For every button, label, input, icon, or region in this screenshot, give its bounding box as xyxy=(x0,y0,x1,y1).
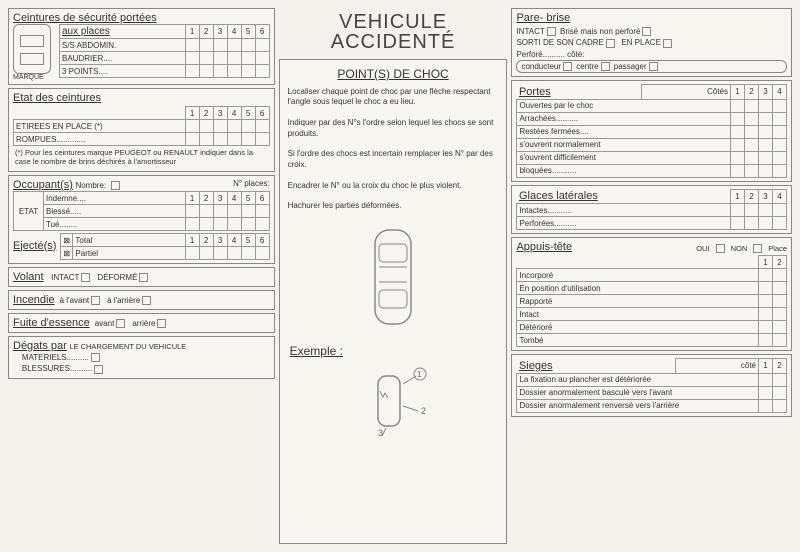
sieges-table: Sieges côté 12 La fixation au plancher e… xyxy=(516,358,787,413)
ceintures-table: aux places 1 2 3 4 5 6 S/S ABDOMIN. BAUD… xyxy=(59,24,270,78)
portes-section: Portes Côtés 1234 Ouvertes par le choc A… xyxy=(511,80,792,182)
etat-footnote: (*) Pour les ceintures marque PEUGEOT ou… xyxy=(13,146,270,168)
exemple-title: Exemple : xyxy=(290,344,503,358)
ceintures-section: Ceintures de sécurité portées MARQUE aux… xyxy=(8,8,275,85)
places-label: aux places xyxy=(60,25,186,39)
points-choc-section: POINT(S) DE CHOC Localiser chaque point … xyxy=(279,59,508,544)
example-icon: 1 2 3 xyxy=(284,362,503,440)
ceintures-title: Ceintures de sécurité portées xyxy=(13,12,270,24)
svg-text:2: 2 xyxy=(421,406,426,416)
sieges-section: Sieges côté 12 La fixation au plancher e… xyxy=(511,354,792,417)
points-title: POINT(S) DE CHOC xyxy=(284,67,503,81)
occupants-section: Occupant(s) Nombre: N° places: ETAT Inde… xyxy=(8,175,275,264)
occupants-table: ETAT Indemne.... 123456 Blessé..... Tué.… xyxy=(13,191,270,231)
svg-text:1: 1 xyxy=(417,370,422,379)
car-top-icon xyxy=(284,214,503,340)
glaces-table: Glaces latérales 1234 Intactes..........… xyxy=(516,189,787,231)
appuis-section: Appuis-tête OUI NON Place 12 Incorporé E… xyxy=(511,237,792,351)
etat-table: 1 2 3 4 5 6 ETIREES EN PLACE (*) ROMPUES… xyxy=(13,106,270,146)
main-title: VEHICULE ACCIDENTÉ xyxy=(279,8,508,56)
parebrise-section: Pare- brise INTACT Brisé mais non perfor… xyxy=(511,8,792,77)
etat-title: Etat des ceintures xyxy=(13,92,270,104)
svg-text:3: 3 xyxy=(378,428,383,436)
ejecte-table: ⊠Total 123456 ⊠Partiel xyxy=(60,233,269,260)
seatbelt-icon-wrap: MARQUE xyxy=(13,24,55,81)
marque-label: MARQUE xyxy=(13,74,55,81)
glaces-section: Glaces latérales 1234 Intactes..........… xyxy=(511,185,792,235)
etat-ceintures-section: Etat des ceintures 1 2 3 4 5 6 ETIREES E… xyxy=(8,88,275,172)
incendie-section: Incendie à l'avant à l'arrière xyxy=(8,290,275,310)
appuis-table: 12 Incorporé En position d'utilisation R… xyxy=(516,255,787,347)
fuite-section: Fuite d'essence avant arrière xyxy=(8,313,275,333)
volant-section: Volant INTACT DÉFORMÉ xyxy=(8,267,275,287)
degats-section: Dégats par LE CHARGEMENT DU VEHICULE MAT… xyxy=(8,336,275,379)
seatbelt-icon xyxy=(13,24,51,74)
instructions: Localiser chaque point de choc par une f… xyxy=(284,85,503,214)
portes-table: Portes Côtés 1234 Ouvertes par le choc A… xyxy=(516,84,787,178)
